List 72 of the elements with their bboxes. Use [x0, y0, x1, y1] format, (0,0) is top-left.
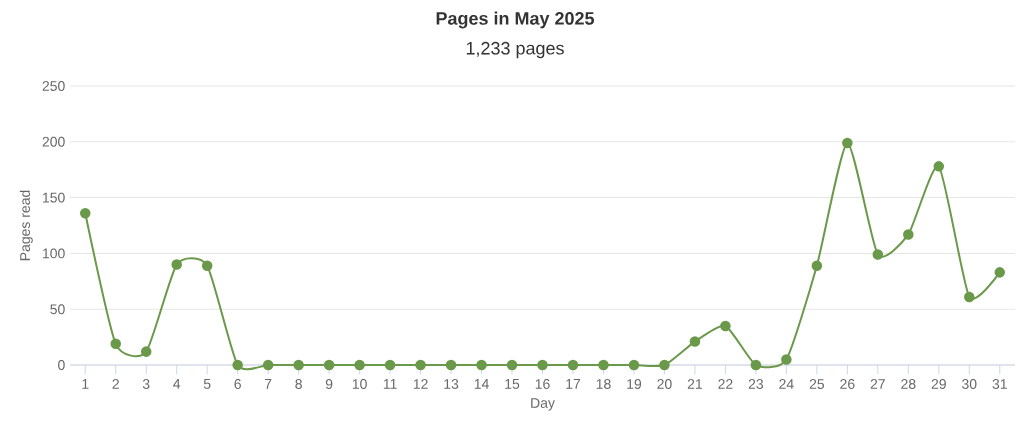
x-tick-label: 16 [535, 379, 550, 389]
chart-subtitle: 1,233 pages [466, 41, 564, 59]
x-tick-label: 19 [627, 379, 642, 389]
x-tick-label: 9 [325, 379, 333, 389]
x-tick-label: 7 [264, 379, 272, 389]
x-tick-label: 8 [295, 379, 302, 389]
x-tick-label: 21 [687, 379, 703, 389]
point [598, 359, 609, 371]
point [567, 359, 579, 371]
y-tick-label: 50 [50, 304, 65, 315]
point [781, 354, 792, 365]
point [933, 161, 945, 172]
point [994, 267, 1006, 278]
point [262, 359, 274, 371]
point [872, 249, 884, 260]
y-axis-title: Pages read [19, 190, 33, 261]
x-tick-label: 17 [566, 379, 581, 389]
point [903, 229, 914, 240]
x-tick-label: 14 [474, 379, 489, 389]
point [506, 359, 518, 371]
point [354, 359, 365, 371]
point [79, 207, 91, 219]
x-tick-label: 2 [112, 379, 119, 389]
point [323, 359, 335, 371]
y-tick-label: 250 [42, 81, 65, 91]
x-tick-label: 26 [840, 379, 855, 389]
x-tick-label: 20 [657, 379, 672, 389]
point [750, 359, 762, 371]
x-tick-label: 29 [931, 379, 946, 389]
x-tick-label: 10 [352, 379, 367, 389]
point [384, 359, 396, 371]
chart-title: Pages in May 2025 [436, 11, 595, 29]
point [201, 260, 213, 271]
y-tick-label: 100 [43, 248, 65, 259]
x-tick-label: 22 [718, 379, 733, 389]
x-axis-title: Day [531, 398, 555, 411]
y-tick-label: 0 [58, 360, 65, 370]
x-tick-label: 3 [142, 379, 150, 389]
point [232, 359, 243, 371]
y-tick-label: 150 [43, 192, 65, 203]
point [171, 259, 182, 270]
x-tick-label: 24 [779, 379, 794, 389]
x-tick-label: 25 [809, 379, 825, 389]
point [628, 359, 640, 371]
x-tick-label: 18 [596, 379, 611, 389]
point [476, 359, 487, 371]
point [689, 336, 701, 347]
point [842, 137, 853, 149]
point [293, 359, 304, 371]
point [964, 291, 975, 303]
point [445, 359, 457, 371]
x-tick-label: 4 [173, 379, 181, 389]
x-tick-label: 1 [82, 379, 89, 389]
x-tick-label: 28 [901, 379, 916, 389]
point [110, 338, 121, 350]
x-tick-label: 31 [992, 379, 1007, 389]
x-tick-label: 13 [444, 379, 459, 389]
x-tick-label: 15 [505, 379, 520, 389]
x-tick-label: 23 [748, 379, 764, 389]
x-tick-label: 12 [413, 379, 428, 389]
point [537, 359, 548, 371]
x-tick-label: 6 [234, 379, 241, 389]
point [811, 260, 823, 271]
point [415, 359, 426, 371]
x-tick-label: 27 [870, 379, 885, 389]
point [659, 359, 670, 371]
point [720, 320, 731, 332]
x-tick-label: 5 [203, 379, 211, 389]
y-tick-label: 200 [42, 136, 65, 147]
x-tick-label: 30 [962, 379, 977, 389]
point [140, 346, 152, 357]
x-tick-label: 11 [383, 379, 397, 389]
